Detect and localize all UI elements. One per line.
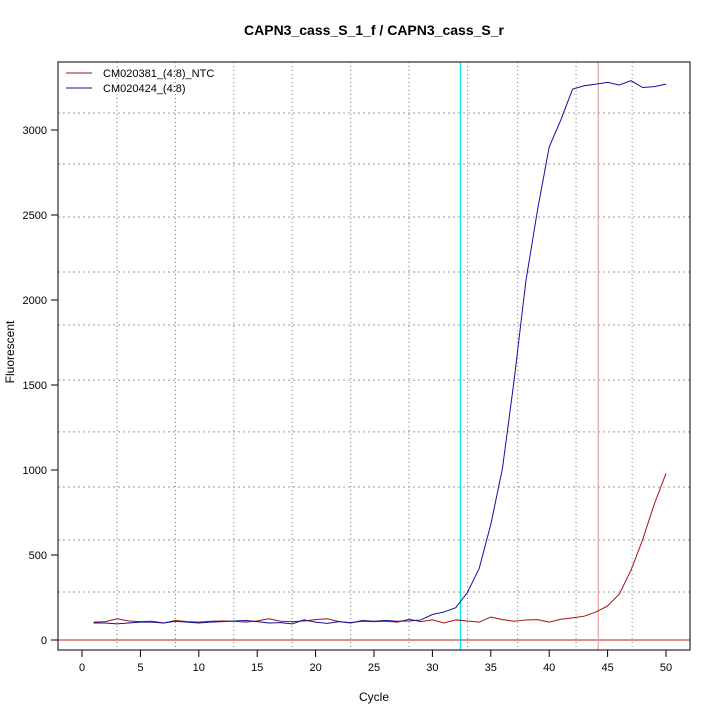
x-tick-label: 20 bbox=[309, 662, 321, 674]
x-axis-label: Cycle bbox=[359, 690, 389, 704]
legend: CM020381_(4:8)_NTC CM020424_(4:8) bbox=[66, 68, 214, 95]
chart-title: CAPN3_cass_S_1_f / CAPN3_cass_S_r bbox=[244, 22, 504, 38]
y-tick-label: 1000 bbox=[23, 465, 47, 477]
x-tick-label: 0 bbox=[79, 662, 85, 674]
x-tick-label: 40 bbox=[543, 662, 555, 674]
series-line-1 bbox=[93, 80, 667, 625]
y-tick-label: 0 bbox=[41, 635, 47, 647]
legend-label-0: CM020381_(4:8)_NTC bbox=[103, 68, 214, 80]
y-axis-label: Fluorescent bbox=[3, 320, 17, 383]
x-tick-label: 10 bbox=[193, 662, 205, 674]
x-tick-label: 25 bbox=[368, 662, 380, 674]
x-tick-label: 35 bbox=[485, 662, 497, 674]
legend-label-1: CM020424_(4:8) bbox=[103, 83, 186, 95]
x-tick-label: 50 bbox=[660, 662, 672, 674]
y-tick-label: 2000 bbox=[23, 295, 47, 307]
x-tick-label: 15 bbox=[251, 662, 263, 674]
y-tick-label: 3000 bbox=[23, 125, 47, 137]
plot-frame bbox=[57, 61, 691, 651]
y-tick-label: 1500 bbox=[23, 380, 47, 392]
x-tick-label: 30 bbox=[426, 662, 438, 674]
y-tick-label: 500 bbox=[29, 550, 47, 562]
x-tick-label: 45 bbox=[601, 662, 613, 674]
x-tick-label: 5 bbox=[137, 662, 143, 674]
y-tick-label: 2500 bbox=[23, 210, 47, 222]
series-line-0 bbox=[93, 473, 667, 624]
